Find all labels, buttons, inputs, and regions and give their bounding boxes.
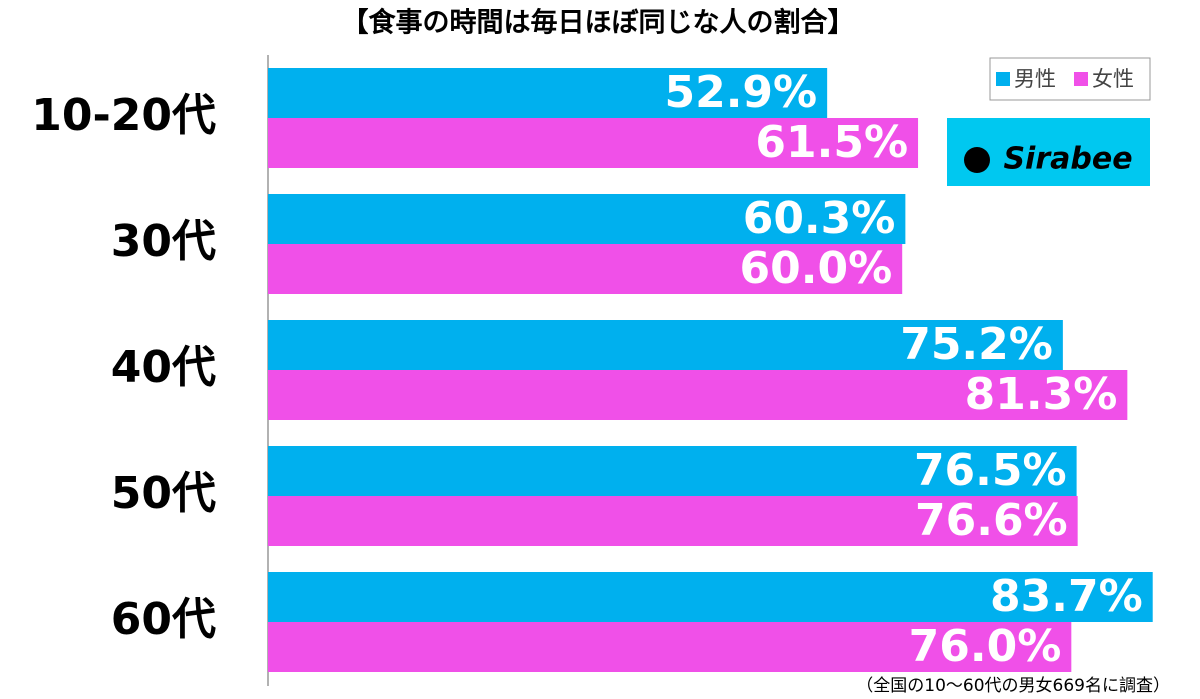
value-label: 61.5% (755, 117, 908, 168)
category-label: 50代 (111, 468, 216, 519)
category-label: 60代 (111, 594, 216, 645)
logo: Sirabee (1003, 142, 1132, 177)
value-label: 75.2% (900, 319, 1053, 370)
note: （全国の10〜60代の男女669名に調査） (856, 676, 1170, 696)
bar (268, 446, 1077, 496)
bar (268, 118, 919, 168)
value-label: 83.7% (990, 571, 1143, 622)
bar (268, 622, 1072, 672)
chart-title: 【食事の時間は毎日ほぼ同じな人の割合】 (342, 7, 855, 39)
bar (268, 572, 1153, 622)
category-label: 40代 (111, 342, 216, 393)
legend-box (989, 57, 1151, 101)
bar (268, 370, 1128, 420)
value-label: 60.3% (743, 193, 896, 244)
legend-swatch (996, 72, 1010, 86)
legend-label: 女性 (1092, 67, 1134, 91)
value-label: 76.5% (914, 445, 1067, 496)
value-label: 52.9% (664, 67, 817, 118)
legend-swatch (1074, 72, 1088, 86)
value-label: 76.6% (915, 495, 1068, 546)
value-label: 81.3% (965, 369, 1118, 420)
value-label: 76.0% (909, 621, 1062, 672)
bar (268, 320, 1063, 370)
bar (268, 194, 906, 244)
bar (268, 68, 828, 118)
legend-label: 男性 (1014, 67, 1056, 91)
category-label: 10-20代 (31, 90, 216, 141)
category-label: 30代 (111, 216, 216, 267)
logo-icon (964, 147, 990, 173)
bar (268, 496, 1078, 546)
bar (268, 244, 903, 294)
value-label: 60.0% (740, 243, 893, 294)
